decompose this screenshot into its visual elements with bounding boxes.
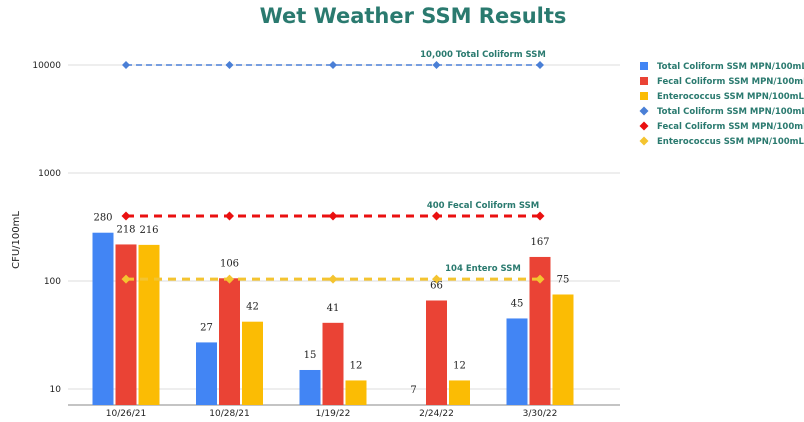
bar-fecal-coliform-ssm-mpn-100ml: [529, 256, 551, 405]
data-label: 41: [327, 303, 340, 314]
bar-total-coliform-ssm-mpn-100ml: [92, 232, 114, 405]
chart-title: Wet Weather SSM Results: [259, 4, 567, 28]
legend-swatch: [640, 77, 648, 85]
marker-fecal-coliform-ssm-mpn-100ml: [121, 211, 131, 221]
legend-swatch: [639, 106, 649, 116]
data-label: 216: [139, 225, 158, 236]
legend-swatch: [639, 136, 649, 146]
x-tick-label: 10/28/21: [209, 409, 249, 419]
x-tick-label: 2/24/22: [419, 409, 454, 419]
bar-enterococcus-ssm-mpn-100ml: [345, 380, 367, 405]
marker-enterococcus-ssm-mpn-100ml: [121, 274, 131, 284]
marker-fecal-coliform-ssm-mpn-100ml: [535, 211, 545, 221]
x-tick-label: 10/26/21: [106, 409, 146, 419]
bar-total-coliform-ssm-mpn-100ml: [299, 369, 321, 405]
data-label: 75: [557, 274, 570, 285]
data-label: 167: [530, 237, 549, 248]
data-label: 42: [246, 302, 259, 313]
y-tick-label: 100: [44, 277, 61, 287]
marker-total-coliform-ssm-mpn-100ml: [225, 61, 234, 69]
legend-swatch: [640, 62, 648, 70]
annotation-label: 10,000 Total Coliform SSM: [420, 50, 546, 60]
legend-label: Fecal Coliform SSM MPN/100mL: [657, 122, 804, 132]
marker-enterococcus-ssm-mpn-100ml: [432, 274, 441, 284]
bar-fecal-coliform-ssm-mpn-100ml: [219, 278, 240, 405]
bar-fecal-coliform-ssm-mpn-100ml: [322, 322, 344, 405]
bar-total-coliform-ssm-mpn-100ml: [506, 318, 528, 405]
marker-total-coliform-ssm-mpn-100ml: [536, 61, 544, 69]
marker-total-coliform-ssm-mpn-100ml: [329, 61, 337, 69]
data-label: 7: [410, 385, 416, 396]
y-tick-label: 1000: [38, 169, 61, 179]
data-label: 12: [350, 360, 363, 371]
bar-enterococcus-ssm-mpn-100ml: [242, 321, 263, 405]
x-tick-label: 3/30/22: [523, 409, 558, 419]
data-label: 12: [453, 360, 466, 371]
bar-fecal-coliform-ssm-mpn-100ml: [426, 300, 447, 405]
annotation-label: 400 Fecal Coliform SSM: [427, 201, 539, 211]
bar-fecal-coliform-ssm-mpn-100ml: [115, 244, 137, 405]
data-label: 45: [511, 298, 524, 309]
x-tick-label: 1/19/22: [316, 409, 351, 419]
data-label: 106: [220, 258, 239, 269]
marker-fecal-coliform-ssm-mpn-100ml: [432, 211, 441, 221]
legend-swatch: [640, 92, 648, 100]
bar-total-coliform-ssm-mpn-100ml: [196, 342, 217, 405]
legend-label: Total Coliform SSM MPN/100mL: [657, 62, 804, 72]
data-label: 15: [304, 350, 317, 361]
y-axis-label: CFU/100mL: [11, 211, 22, 269]
bar-enterococcus-ssm-mpn-100ml: [552, 294, 574, 405]
y-tick-label: 10: [50, 385, 62, 395]
legend-label: Fecal Coliform SSM MPN/100mL: [657, 77, 804, 87]
y-tick-label: 10000: [32, 61, 61, 71]
marker-fecal-coliform-ssm-mpn-100ml: [328, 211, 338, 221]
data-label: 27: [200, 322, 213, 333]
legend-label: Total Coliform SSM MPN/100mL: [657, 107, 804, 117]
marker-enterococcus-ssm-mpn-100ml: [225, 274, 234, 284]
legend-label: Enterococcus SSM MPN/100mL: [657, 92, 804, 102]
marker-enterococcus-ssm-mpn-100ml: [535, 274, 545, 284]
annotation-label: 104 Entero SSM: [445, 264, 521, 274]
legend-swatch: [639, 121, 649, 131]
data-label: 218: [116, 224, 135, 235]
legend-label: Enterococcus SSM MPN/100mL: [657, 137, 804, 147]
data-label: 66: [430, 280, 443, 291]
marker-total-coliform-ssm-mpn-100ml: [122, 61, 130, 69]
bar-enterococcus-ssm-mpn-100ml: [138, 244, 160, 405]
marker-total-coliform-ssm-mpn-100ml: [432, 61, 441, 69]
marker-enterococcus-ssm-mpn-100ml: [328, 274, 338, 284]
marker-fecal-coliform-ssm-mpn-100ml: [225, 211, 234, 221]
bar-enterococcus-ssm-mpn-100ml: [449, 380, 470, 405]
data-label: 280: [93, 213, 112, 224]
